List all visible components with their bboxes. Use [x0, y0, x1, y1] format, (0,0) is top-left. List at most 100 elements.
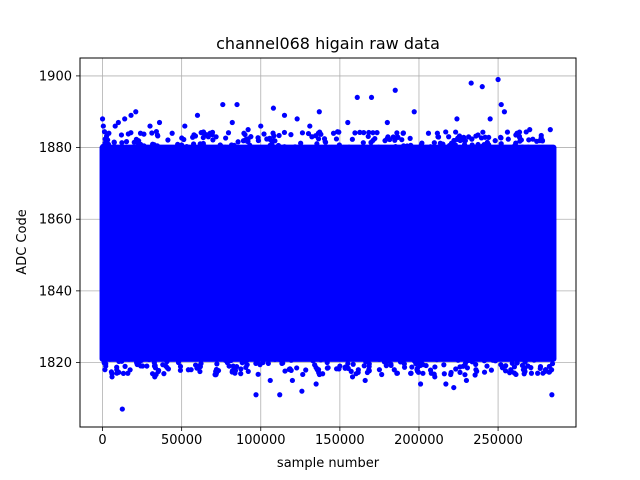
- outlier-point: [239, 356, 245, 362]
- data-point: [238, 371, 244, 377]
- outlier-point: [535, 370, 541, 376]
- outlier-point: [400, 130, 406, 136]
- data-point: [376, 356, 382, 362]
- data-point: [128, 130, 134, 136]
- data-point: [423, 362, 429, 369]
- outlier-point: [207, 130, 213, 136]
- x-axis-label: sample number: [277, 456, 380, 471]
- data-point: [379, 371, 385, 378]
- data-point: [282, 368, 288, 374]
- data-point: [120, 370, 127, 377]
- data-point: [281, 144, 288, 150]
- data-point: [537, 365, 543, 372]
- data-point: [161, 371, 167, 377]
- outlier-point: [294, 116, 300, 122]
- data-point: [261, 131, 267, 137]
- data-point: [165, 137, 171, 143]
- data-point: [404, 143, 410, 149]
- data-point: [462, 372, 468, 378]
- outlier-point: [384, 119, 390, 126]
- data-point: [294, 365, 300, 371]
- data-point: [100, 143, 106, 150]
- outlier-point: [487, 116, 493, 122]
- data-point: [153, 128, 160, 135]
- data-point: [299, 130, 306, 136]
- data-point: [345, 360, 351, 367]
- y-tick-label: 1840: [39, 284, 72, 299]
- data-series: [99, 76, 557, 412]
- data-point: [136, 138, 142, 144]
- data-point: [361, 363, 367, 369]
- outlier-point: [313, 381, 319, 387]
- data-point: [453, 129, 459, 135]
- data-point: [374, 130, 380, 136]
- data-point: [475, 132, 481, 138]
- outlier-point: [324, 359, 330, 366]
- data-point: [242, 131, 248, 138]
- data-point: [486, 134, 492, 141]
- data-point: [350, 361, 356, 367]
- data-point: [524, 144, 530, 151]
- x-tick-label: 150000: [315, 433, 365, 448]
- outlier-point: [229, 119, 235, 126]
- data-point: [457, 369, 463, 375]
- data-point: [225, 130, 232, 136]
- outlier-point: [473, 367, 479, 373]
- outlier-point: [245, 127, 251, 133]
- data-point: [230, 363, 236, 369]
- data-point: [292, 144, 298, 150]
- data-point: [446, 134, 452, 140]
- outlier-point: [495, 76, 501, 83]
- data-point: [177, 363, 184, 370]
- outlier-point: [299, 388, 305, 394]
- data-point: [455, 357, 461, 363]
- plot-frame: [79, 57, 577, 428]
- outlier-point: [435, 134, 441, 140]
- outlier-point: [417, 381, 424, 387]
- data-point: [372, 135, 378, 142]
- data-point: [336, 129, 342, 135]
- data-point: [490, 357, 496, 363]
- data-point: [385, 134, 391, 140]
- x-tick-label: 100000: [236, 433, 286, 448]
- data-point: [492, 138, 498, 144]
- data-point: [122, 363, 128, 369]
- data-point: [277, 357, 283, 363]
- data-point: [481, 358, 487, 364]
- data-point: [105, 141, 112, 147]
- data-point: [390, 134, 396, 140]
- outlier-point: [354, 94, 360, 101]
- data-point: [253, 360, 259, 367]
- data-point: [146, 356, 152, 363]
- data-point: [480, 129, 486, 135]
- data-point: [530, 136, 536, 142]
- data-point: [272, 356, 278, 363]
- data-point: [469, 359, 475, 365]
- outlier-point: [194, 112, 201, 118]
- data-point: [483, 144, 489, 150]
- data-point: [303, 367, 309, 373]
- outlier-point: [277, 392, 283, 398]
- data-point: [366, 368, 372, 374]
- data-point: [213, 366, 220, 373]
- y-tick-label: 1860: [39, 213, 72, 228]
- data-point: [368, 139, 374, 146]
- data-point: [210, 137, 216, 143]
- data-point: [218, 143, 224, 149]
- data-point: [200, 140, 206, 147]
- outlier-point: [443, 381, 449, 387]
- outlier-point: [408, 370, 414, 376]
- outlier-point: [330, 130, 337, 136]
- data-point: [244, 357, 250, 363]
- outlier-point: [114, 367, 120, 373]
- outlier-point: [109, 374, 115, 380]
- data-point: [118, 132, 125, 138]
- data-point: [469, 144, 475, 150]
- outlier-point: [281, 112, 288, 118]
- y-axis-label: ADC Code: [15, 209, 30, 274]
- data-point: [321, 136, 328, 142]
- data-point: [526, 137, 532, 143]
- data-point: [503, 363, 509, 369]
- y-tick-label: 1900: [39, 69, 72, 84]
- outlier-point: [106, 130, 112, 136]
